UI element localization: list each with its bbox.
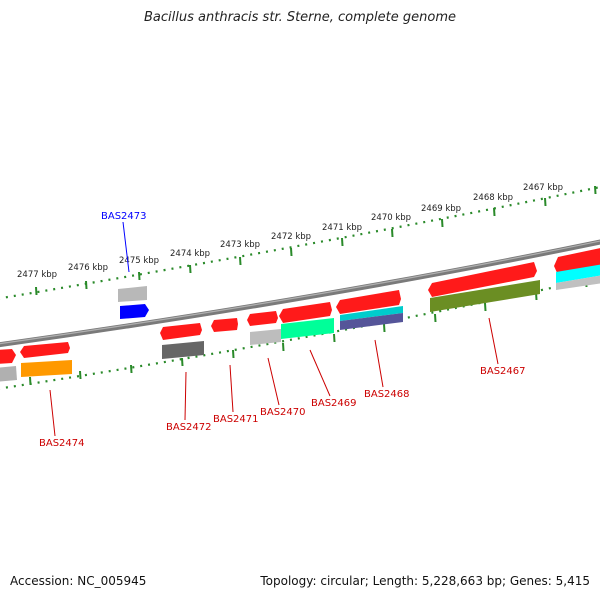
leader-line-bas2471 bbox=[229, 364, 234, 413]
gene-arrow bbox=[211, 318, 238, 332]
lower-major-tick bbox=[434, 313, 437, 323]
gene-label-bas2470: BAS2470 bbox=[260, 407, 306, 418]
leader-line-bas2468 bbox=[374, 339, 384, 388]
gene-arrow bbox=[247, 311, 278, 326]
leader-line-bas2470 bbox=[267, 357, 280, 406]
upper-major-tick bbox=[239, 256, 242, 266]
upper-major-ticks bbox=[35, 185, 597, 296]
scale-tick-label: 2471 kbp bbox=[322, 223, 362, 233]
scale-tick-label: 2467 kbp bbox=[523, 183, 563, 193]
upper-major-tick bbox=[441, 218, 444, 228]
forward-genes bbox=[0, 248, 600, 364]
leader-line-bas2473 bbox=[122, 221, 130, 273]
genome-summary-text: Topology: circular; Length: 5,228,663 bp… bbox=[260, 574, 590, 588]
upper-major-tick bbox=[85, 280, 88, 290]
upper-major-tick bbox=[594, 185, 597, 195]
upper-major-tick bbox=[544, 197, 547, 207]
scale-tick-label: 2475 kbp bbox=[119, 256, 159, 266]
gene-labels: BAS2473 BAS2474 BAS2472 BAS2471 BAS2470 … bbox=[39, 211, 526, 449]
scale-tick-label: 2474 kbp bbox=[170, 249, 210, 259]
gene-label-bas2468: BAS2468 bbox=[364, 389, 410, 400]
scale-tick-label: 2477 kbp bbox=[17, 270, 57, 280]
upper-major-tick bbox=[391, 228, 394, 238]
scale-tick-label: 2476 kbp bbox=[68, 263, 108, 273]
lower-major-tick bbox=[282, 342, 285, 352]
scale-tick-label: 2468 kbp bbox=[473, 193, 513, 203]
feature-block-gray bbox=[0, 366, 17, 382]
scale-tick-label: 2473 kbp bbox=[220, 240, 260, 250]
gene-arrow bbox=[428, 262, 537, 297]
gene-arrow bbox=[279, 302, 332, 323]
feature-block-gray-upper bbox=[118, 286, 147, 302]
lower-major-ticks bbox=[29, 278, 588, 386]
lower-major-tick bbox=[181, 357, 184, 367]
scale-tick-label: 2470 kbp bbox=[371, 213, 411, 223]
feature-block-purple-stripe bbox=[340, 313, 403, 330]
feature-block-cyan bbox=[556, 264, 600, 283]
scale-tick-label: 2472 kbp bbox=[271, 232, 311, 242]
lower-major-tick bbox=[484, 302, 487, 312]
tick-labels: 2477 kbp 2476 kbp 2475 kbp 2474 kbp 2473 kbp… bbox=[17, 183, 563, 280]
lower-major-tick bbox=[79, 370, 82, 380]
upper-major-tick bbox=[341, 237, 344, 247]
accession-text: Accession: NC_005945 bbox=[10, 574, 147, 588]
gene-label-bas2474: BAS2474 bbox=[39, 438, 85, 449]
leader-line-bas2469 bbox=[309, 349, 331, 397]
feature-block-orange bbox=[21, 360, 72, 377]
upper-major-tick bbox=[35, 286, 38, 296]
leader-line-bas2474 bbox=[49, 389, 56, 437]
map-title: Bacillus anthracis str. Sterne, complete… bbox=[144, 10, 456, 25]
feature-block-gray-right bbox=[556, 275, 600, 290]
gene-arrow bbox=[160, 323, 202, 340]
gene-arrow bbox=[20, 342, 70, 358]
gene-label-bas2469: BAS2469 bbox=[311, 398, 357, 409]
scale-tick-label: 2469 kbp bbox=[421, 204, 461, 214]
gene-label-bas2473: BAS2473 bbox=[101, 211, 147, 222]
gene-label-bas2467: BAS2467 bbox=[480, 366, 526, 377]
gene-arrow bbox=[0, 349, 16, 364]
lower-major-tick bbox=[383, 323, 386, 333]
upper-major-tick bbox=[290, 247, 293, 257]
lower-major-tick bbox=[333, 333, 336, 343]
genome-backbone bbox=[0, 239, 600, 348]
lower-major-tick bbox=[232, 349, 235, 359]
upper-major-tick bbox=[493, 207, 496, 217]
leader-line-bas2472 bbox=[184, 371, 187, 421]
feature-block-cyan-stripe bbox=[340, 306, 403, 321]
leader-lines bbox=[49, 221, 499, 437]
genome-backbone-highlight bbox=[0, 240, 600, 345]
upper-major-tick bbox=[189, 264, 192, 274]
leader-line-bas2467 bbox=[488, 317, 499, 365]
gene-label-bas2471: BAS2471 bbox=[213, 414, 259, 425]
gene-label-bas2472: BAS2472 bbox=[166, 422, 212, 433]
lower-major-tick bbox=[130, 364, 133, 374]
feature-block-green bbox=[281, 318, 334, 339]
feature-block-olive bbox=[430, 280, 540, 312]
feature-block-lightgray bbox=[250, 329, 281, 345]
upper-major-tick bbox=[138, 271, 141, 281]
feature-block-darkgray bbox=[162, 341, 204, 359]
feature-block-blue bbox=[120, 304, 149, 319]
lower-major-tick bbox=[29, 376, 32, 386]
feature-blocks bbox=[0, 264, 600, 382]
gene-arrow bbox=[336, 290, 401, 314]
